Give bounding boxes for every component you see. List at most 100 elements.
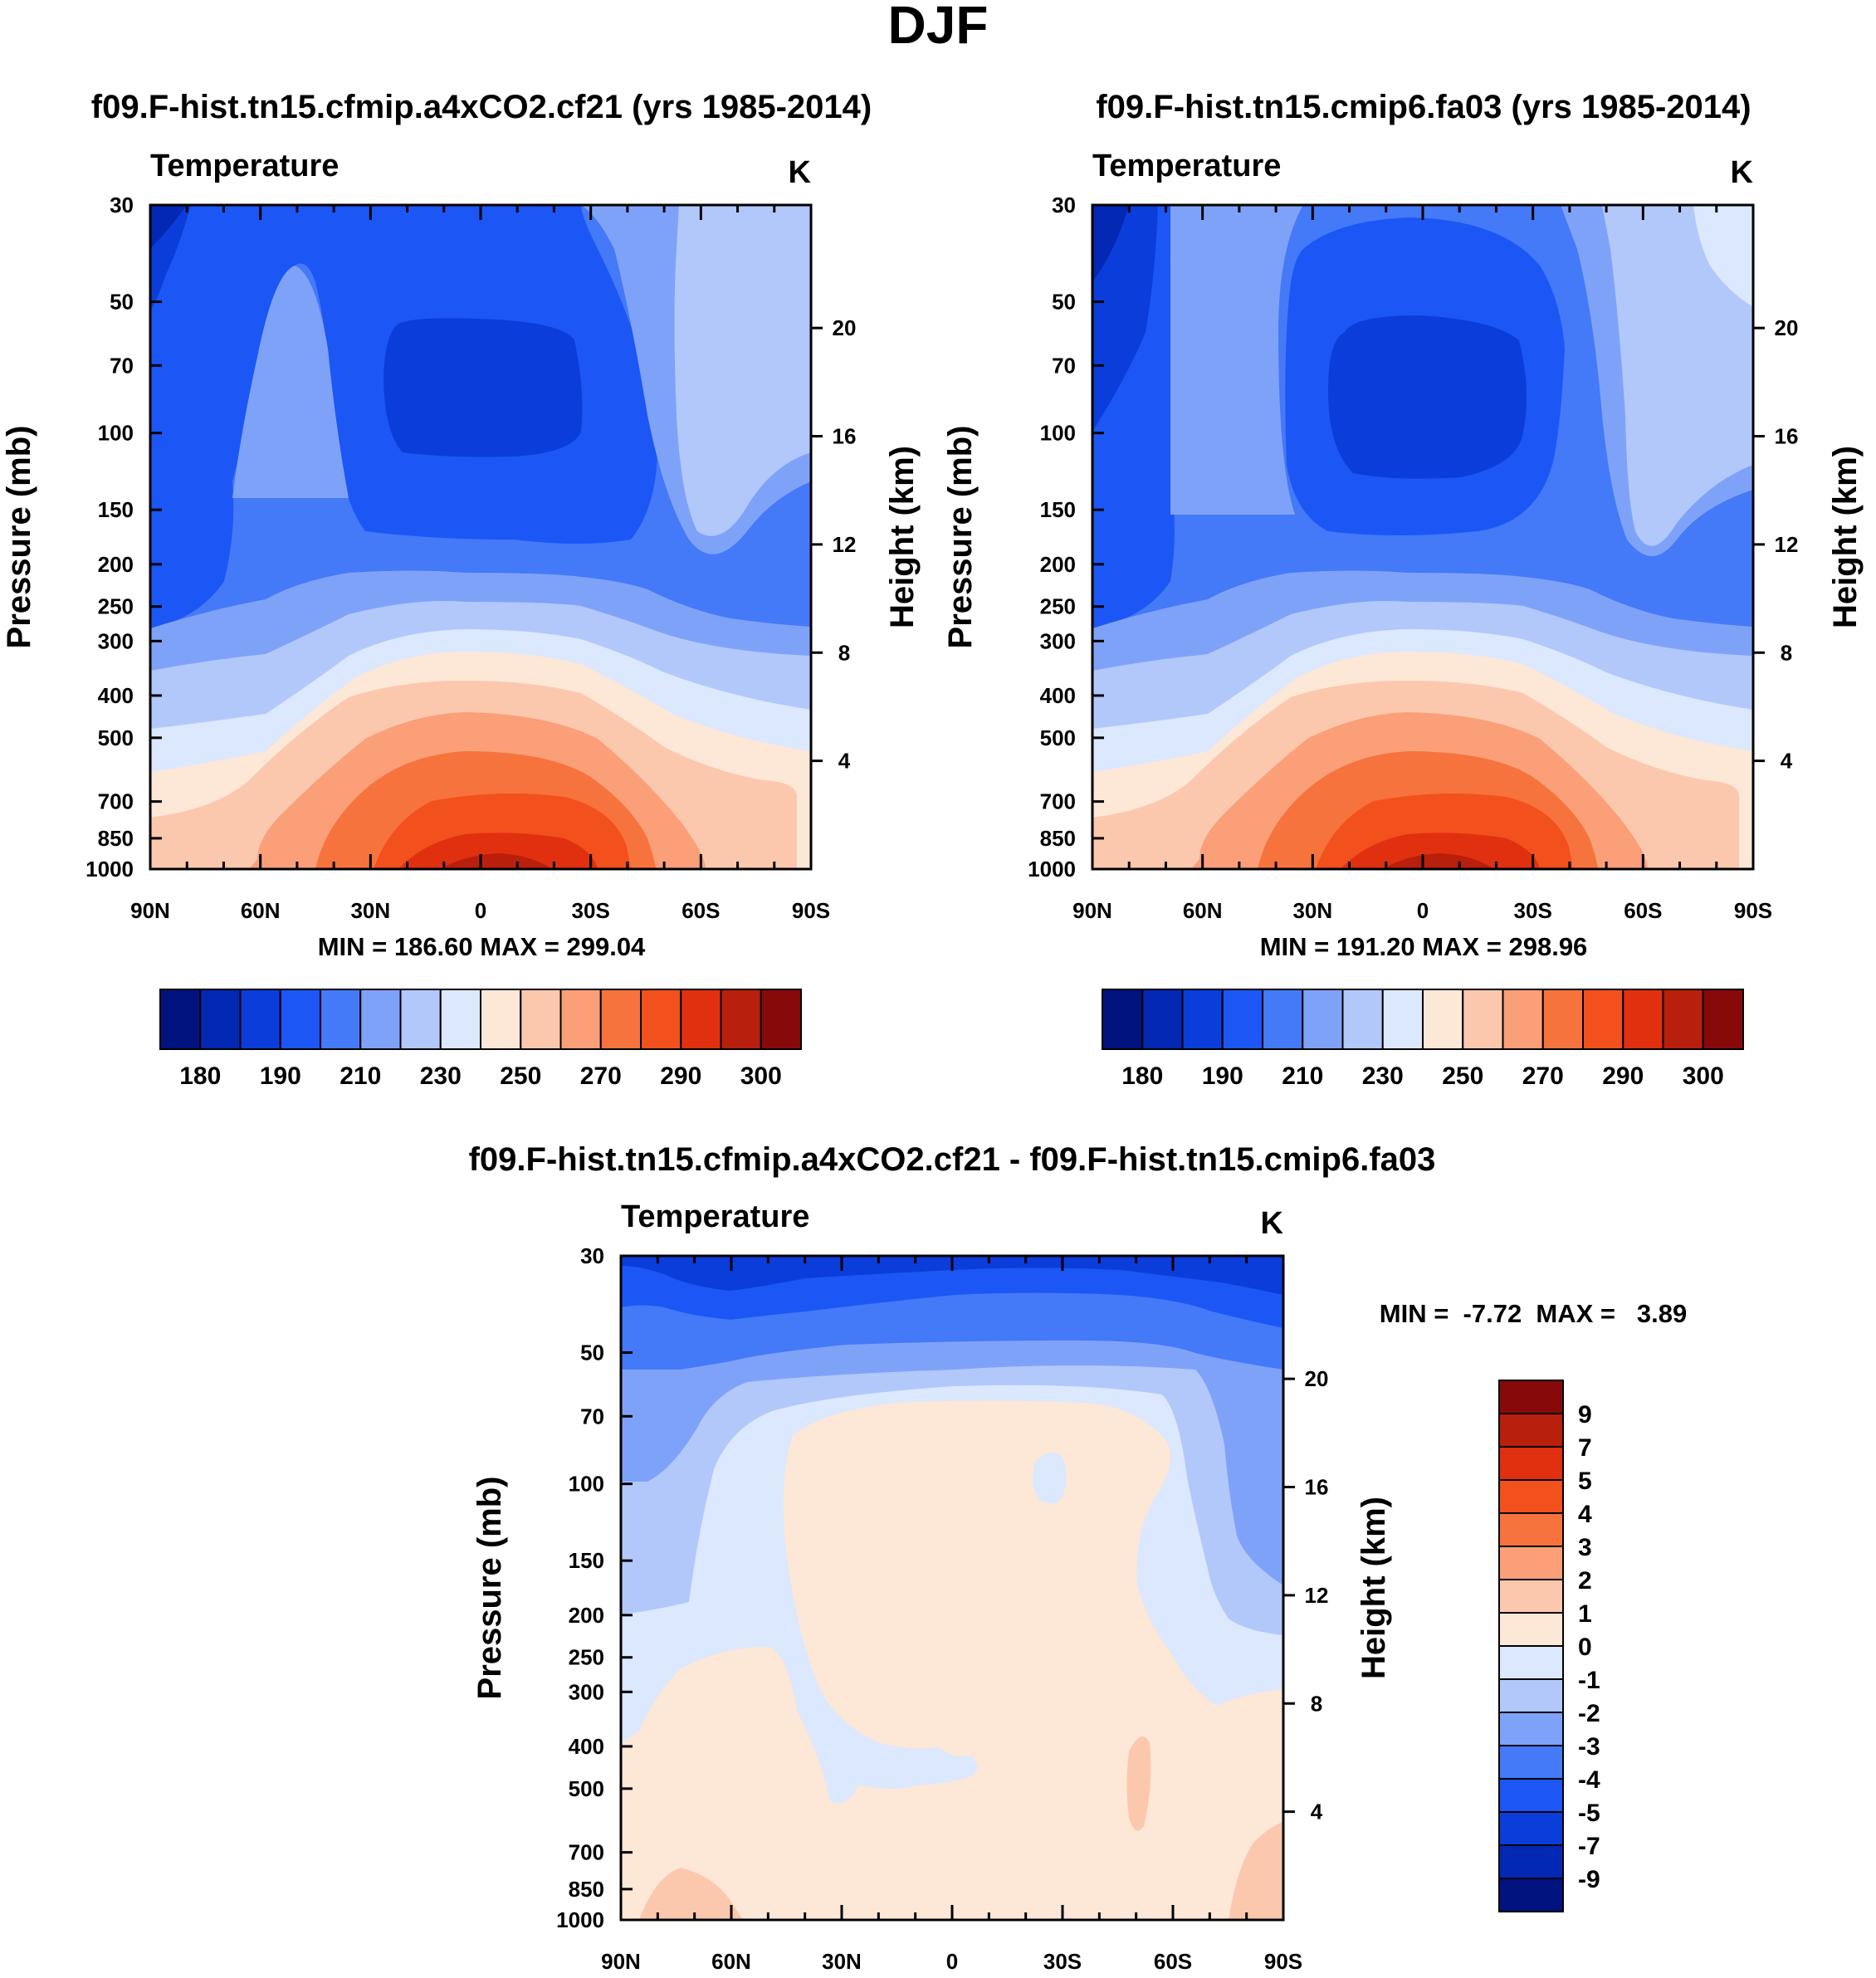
- panel-a-colorbar-swatch: [239, 989, 281, 1050]
- panel-diff-colorbar-swatch: [1498, 1878, 1564, 1912]
- panel-a-contour-295K: [398, 833, 598, 869]
- panel-b-y-tick-label: 50: [1052, 290, 1076, 315]
- panel-b-colorbar: 180 190 210 230 250 270 290 300: [1102, 989, 1744, 1090]
- panel-diff-min-max-label: MIN = -7.72 MAX = 3.89: [1380, 1299, 1687, 1328]
- panel-diff-x-tick-label: 0: [946, 1949, 958, 1974]
- panel-b-right-tick-label: 12: [1775, 532, 1799, 557]
- panel-diff-colorbar-label: 3: [1578, 1534, 1592, 1561]
- panel-diff-y-tick-label: 150: [569, 1548, 604, 1573]
- panel-a-x-tick-label: 0: [475, 898, 486, 923]
- panel-a-title: f09.F-hist.tn15.cfmip.a4xCO2.cf21 (yrs 1…: [91, 89, 872, 125]
- panel-b-colorbar-swatch: [1181, 989, 1224, 1050]
- panel-diff-colorbar-label: -2: [1578, 1700, 1600, 1727]
- panel-b-x-tick-label: 0: [1417, 898, 1429, 923]
- panel-diff-colorbar-label: 7: [1578, 1434, 1592, 1462]
- panel-a-colorbar-swatch: [279, 989, 321, 1050]
- panel-diff-right-tick-label: 12: [1305, 1583, 1329, 1608]
- panel-diff-y-tick-label: 1000: [556, 1907, 604, 1932]
- panel-a-y-tick-label: 1000: [85, 857, 134, 882]
- panel-a-right-tick-label: 12: [833, 532, 857, 557]
- panel-b-colorbar-label: 210: [1282, 1062, 1323, 1090]
- panel-diff-colorbar-label: 1: [1578, 1600, 1592, 1628]
- panel-a-colorbar-swatch: [520, 989, 562, 1050]
- panel-a-x-tick-label: 60S: [682, 898, 720, 923]
- panel-b-colorbar-swatch: [1381, 989, 1424, 1050]
- panel-diff-colorbar-label: 4: [1578, 1501, 1592, 1528]
- panel-b-y-axis-title: Pressure (mb): [942, 426, 979, 649]
- panel-diff-y-tick-label: 200: [569, 1603, 604, 1628]
- panel-a-colorbar-swatch: [599, 989, 642, 1050]
- panel-a-y-tick-label: 250: [98, 594, 134, 619]
- panel-diff-y-tick-label: 250: [569, 1645, 604, 1670]
- panel-b-colorbar-swatch: [1702, 989, 1744, 1050]
- panel-diff-title: f09.F-hist.tn15.cfmip.a4xCO2.cf21 - f09.…: [469, 1141, 1436, 1178]
- panel-b-colorbar-swatch: [1541, 989, 1584, 1050]
- panel-a-y-tick-label: 300: [98, 628, 134, 653]
- panel-a-x-tick-label: 90N: [130, 898, 170, 923]
- panel-diff-colorbar-swatch: [1498, 1579, 1564, 1614]
- panel-diff-colorbar-label: -4: [1578, 1766, 1600, 1794]
- panel-diff-right-tick-label: 8: [1311, 1691, 1322, 1716]
- panel-diff-colorbar-swatch: [1498, 1546, 1564, 1580]
- panel-b-contour-300K: [1382, 853, 1494, 869]
- panel-b-right-tick-label: 16: [1775, 424, 1799, 449]
- panel-diff-colorbar-swatch: [1498, 1446, 1564, 1481]
- panel-b-y-tick-label: 300: [1040, 628, 1076, 653]
- panel-a-colorbar: 180 190 210 230 250 270 290 300: [159, 989, 802, 1090]
- panel-diff-y-tick-label: 70: [580, 1404, 604, 1429]
- panel-diff-x-tick-label: 30S: [1043, 1949, 1082, 1974]
- panel-a-min-max-label: MIN = 186.60 MAX = 299.04: [318, 932, 646, 961]
- panel-b-x-tick-label: 60N: [1183, 898, 1223, 923]
- panel-a-colorbar-swatch: [320, 989, 362, 1050]
- panel-a-y-tick-label: 850: [98, 826, 134, 851]
- panel-a-y-tick-label: 700: [98, 789, 134, 814]
- panel-diff-colorbar-swatch: [1498, 1413, 1564, 1448]
- panel-b-y-tick-label: 250: [1040, 594, 1076, 619]
- panel-diff-x-tick-label: 90N: [601, 1949, 641, 1974]
- panel-a-y-tick-label: 200: [98, 552, 134, 577]
- panel-diff-colorbar-label: -1: [1578, 1667, 1600, 1694]
- panel-a-colorbar-swatch: [640, 989, 682, 1050]
- panel-a-y-tick-label: 400: [98, 683, 134, 708]
- panel-diff-colorbar-swatch: [1498, 1811, 1564, 1846]
- panel-diff-contour-field: [621, 1256, 1283, 1920]
- panel-diff-colorbar-swatch: [1498, 1479, 1564, 1514]
- panel-diff-y-tick-label: 50: [580, 1341, 604, 1365]
- panel-b-contour-230K-south: [1602, 205, 1753, 546]
- panel-a-contour-field: [150, 205, 811, 869]
- panel-diff-x-tick-label: 60S: [1154, 1949, 1192, 1974]
- panel-b-colorbar-swatch: [1502, 989, 1544, 1050]
- panel-a-colorbar-label: 210: [340, 1062, 381, 1090]
- panel-a-axes: 30 50 70 100 150 200 250 300 400 500 700 850 1000 20 1…: [85, 193, 856, 923]
- panel-b-y-tick-label: 1000: [1028, 857, 1076, 882]
- panel-diff-units-label: K: [1261, 1206, 1284, 1241]
- panel-diff-colorbar-label: -3: [1578, 1733, 1600, 1761]
- panel-a-colorbar-swatch: [559, 989, 602, 1050]
- panel-diff-colorbar-swatch: [1498, 1712, 1564, 1746]
- panel-b-x-tick-label: 30N: [1292, 898, 1332, 923]
- panel-b-units-label: K: [1731, 155, 1754, 190]
- panel-b-colorbar-swatch: [1422, 989, 1464, 1050]
- panel-a-colorbar-swatch: [199, 989, 242, 1050]
- panel-b-colorbar-swatch: [1662, 989, 1704, 1050]
- panel-a-colorbar-label: 300: [740, 1062, 782, 1090]
- panel-diff-y-tick-label: 850: [569, 1877, 604, 1902]
- panel-a-units-label: K: [789, 155, 812, 190]
- panel-diff-right-axis-title: Height (km): [1356, 1497, 1392, 1679]
- main-title: DJF: [888, 0, 989, 55]
- panel-a-colorbar-label: 290: [660, 1062, 701, 1090]
- panel-a-right-axis-title: Height (km): [884, 446, 921, 628]
- panel-a-colorbar-label: 180: [179, 1062, 221, 1090]
- panel-diff-colorbar-swatch: [1498, 1512, 1564, 1547]
- panel-b-contour-295K: [1341, 833, 1540, 869]
- panel-diff-y-tick-label: 400: [569, 1734, 604, 1759]
- panel-b-y-tick-label: 200: [1040, 552, 1076, 577]
- panel-a-contour-190K-core: [384, 318, 583, 457]
- panel-a-contour-230K-south: [674, 205, 811, 536]
- panel-diff-y-tick-label: 100: [569, 1472, 604, 1497]
- panel-diff-right-tick-label: 20: [1305, 1366, 1329, 1391]
- panel-diff-x-tick-label: 90S: [1264, 1949, 1302, 1974]
- panel-diff-contour-minus7: [621, 1256, 1283, 1295]
- panel-b-right-tick-label: 20: [1775, 315, 1799, 340]
- panel-a-y-tick-label: 50: [110, 290, 134, 315]
